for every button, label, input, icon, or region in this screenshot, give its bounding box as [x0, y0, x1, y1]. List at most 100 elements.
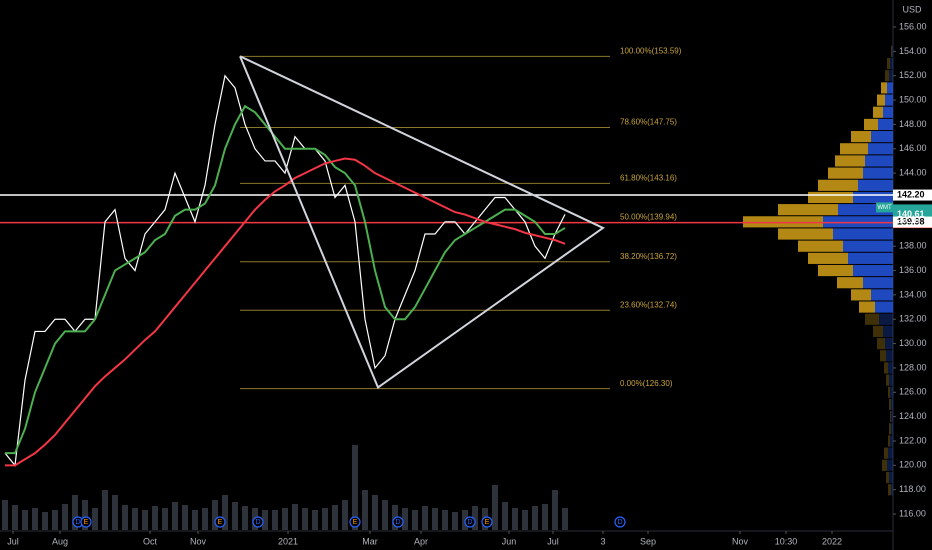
profile-up	[838, 204, 893, 216]
profile-up	[888, 362, 893, 374]
volume-bar	[562, 508, 568, 530]
profile-down	[865, 313, 879, 325]
y-tick-label: 138.00	[899, 241, 927, 251]
event-marker	[349, 516, 361, 528]
profile-up	[885, 338, 893, 350]
profile-up	[871, 131, 893, 143]
profile-down	[828, 167, 863, 179]
y-tick-label: 152.00	[899, 70, 927, 80]
y-tick-label: 126.00	[899, 387, 927, 397]
fib-label: 61.80%(143.16)	[620, 173, 677, 182]
volume-bar	[92, 508, 98, 530]
y-tick-label: 116.00	[899, 508, 926, 518]
countdown: 29:36	[897, 215, 920, 225]
event-label: E	[218, 519, 223, 526]
profile-down	[840, 143, 868, 155]
profile-down	[889, 423, 891, 435]
profile-down	[886, 471, 889, 484]
x-tick-label: Oct	[143, 536, 158, 546]
profile-down	[873, 106, 883, 118]
volume-bar	[372, 495, 378, 530]
volume-bar	[492, 485, 498, 530]
profile-up	[853, 264, 893, 277]
y-tick-label: 144.00	[899, 168, 927, 178]
event-marker	[80, 516, 92, 528]
volume-bar	[522, 510, 528, 530]
volume-bar	[502, 502, 508, 530]
profile-up	[889, 471, 893, 484]
profile-down	[891, 45, 892, 57]
profile-up	[848, 252, 893, 264]
profile-up	[891, 423, 893, 435]
y-tick-label: 134.00	[899, 289, 927, 299]
profile-down	[887, 57, 890, 70]
profile-down	[882, 459, 887, 471]
volume-bar	[52, 510, 58, 530]
price-tag	[893, 216, 932, 228]
profile-down	[888, 435, 890, 447]
line-tag-label: 142.20	[897, 189, 925, 199]
volume-bar	[532, 506, 538, 530]
profile-up	[868, 143, 893, 155]
volume-bar	[42, 512, 48, 530]
profile-up	[890, 57, 893, 70]
volume-bar	[282, 508, 288, 530]
volume-bar	[32, 508, 38, 530]
volume-bar	[142, 510, 148, 530]
volume-bar	[382, 500, 388, 530]
volume-bar	[542, 504, 548, 530]
profile-up	[888, 447, 893, 459]
y-tick-label: 128.00	[899, 362, 927, 372]
event-marker	[464, 516, 476, 528]
profile-up	[886, 350, 893, 362]
volume-bar	[552, 490, 558, 530]
profile-up	[875, 301, 893, 313]
profile-up	[863, 167, 893, 179]
price-line	[4, 74, 566, 467]
fib-label: 38.20%(136.72)	[620, 252, 677, 261]
event-label: D	[75, 519, 80, 526]
volume-bar	[162, 508, 168, 530]
volume-bar	[152, 506, 158, 530]
event-marker	[252, 516, 264, 528]
profile-down	[864, 118, 878, 131]
profile-down	[851, 131, 871, 143]
event-label: D	[395, 519, 400, 526]
event-marker	[614, 516, 626, 528]
profile-down	[884, 362, 888, 374]
volume-bar	[22, 510, 28, 530]
profile-down	[890, 411, 891, 423]
y-tick-label: 146.00	[899, 143, 927, 153]
volume-bar	[222, 495, 228, 530]
volume-bar	[242, 506, 248, 530]
event-marker	[214, 516, 226, 528]
profile-down	[885, 70, 889, 82]
x-tick-label: 10:30	[775, 536, 798, 546]
profile-down	[818, 264, 853, 277]
profile-up	[879, 313, 893, 325]
volume-bar	[72, 495, 78, 530]
volume-bar	[332, 505, 338, 530]
volume-bar	[412, 510, 418, 530]
profile-up	[853, 191, 893, 204]
x-tick-label: 2022	[822, 536, 842, 546]
volume-bar	[322, 508, 328, 530]
volume-bar	[132, 508, 138, 530]
triangle-drawing	[239, 55, 605, 389]
volume-bar	[312, 510, 318, 530]
y-tick-label: 120.00	[899, 460, 927, 470]
profile-down	[859, 301, 875, 313]
volume-bar	[272, 510, 278, 530]
profile-up	[889, 374, 893, 386]
profile-up	[883, 325, 893, 338]
fib-label: 78.60%(147.75)	[620, 118, 677, 127]
y-tick-label: 130.00	[899, 338, 927, 348]
symbol-tag	[876, 202, 893, 213]
event-label: D	[467, 519, 472, 526]
volume-bar	[112, 495, 118, 530]
volume-bar	[302, 508, 308, 530]
fib-label: 50.00%(139.94)	[620, 213, 677, 222]
volume-bar	[432, 508, 438, 530]
profile-down	[808, 252, 848, 264]
currency: USD	[902, 4, 922, 14]
